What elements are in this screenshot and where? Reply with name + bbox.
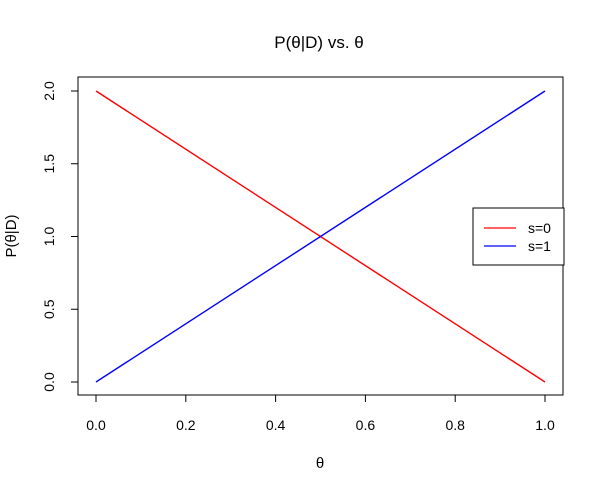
x-axis: 0.0 0.2 0.4 0.6 0.8 1.0	[86, 394, 555, 433]
y-tick-label: 0.5	[41, 299, 57, 319]
y-tick-label: 2.0	[41, 81, 57, 101]
x-tick-label: 0.4	[266, 417, 286, 433]
x-tick-label: 1.0	[535, 417, 555, 433]
y-tick-label: 1.5	[41, 154, 57, 174]
x-tick-label: 0.6	[356, 417, 376, 433]
y-tick-label: 1.0	[41, 227, 57, 247]
legend-box	[472, 207, 565, 266]
x-tick-label: 0.8	[445, 417, 465, 433]
x-tick-label: 0.0	[86, 417, 106, 433]
series-line-s1	[95, 90, 546, 383]
series-layer	[95, 90, 546, 383]
legend: s=0s=1	[472, 207, 565, 266]
legend-label: s=1	[528, 238, 551, 254]
y-axis-label: P(θ|D)	[3, 214, 20, 257]
x-axis-label: θ	[316, 455, 324, 472]
chart-title: P(θ|D) vs. θ	[274, 33, 363, 52]
x-tick-label: 0.2	[176, 417, 196, 433]
y-tick-label: 0.0	[41, 372, 57, 392]
y-axis: 0.0 0.5 1.0 1.5 2.0	[41, 81, 79, 392]
legend-label: s=0	[528, 220, 551, 236]
